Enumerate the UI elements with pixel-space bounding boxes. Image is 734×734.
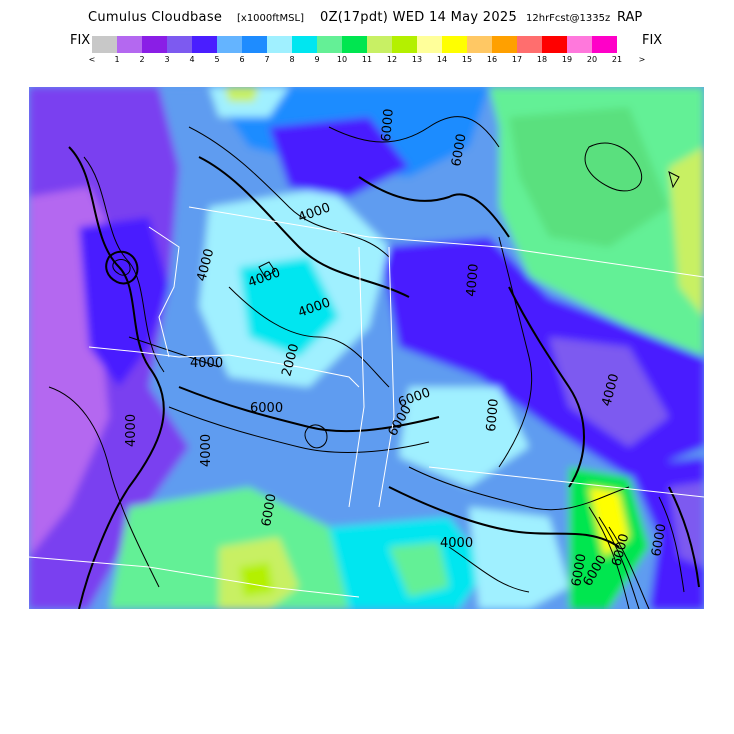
legend-swatch — [367, 36, 392, 53]
legend-tick: 4 — [189, 55, 195, 64]
contour-label: 4000 — [464, 263, 482, 297]
legend-tick: 1 — [114, 55, 120, 64]
legend-swatch — [242, 36, 267, 53]
cloudbase-map: 6000 4000 4000 4000 4000 2000 6000 4000 6000 4000… — [29, 87, 704, 609]
legend-tick: 5 — [214, 55, 220, 64]
legend-swatch — [492, 36, 517, 53]
legend-tick: > — [638, 55, 646, 64]
legend-tick: 9 — [314, 55, 320, 64]
title-forecast: 12hrFcst@1335z — [526, 13, 611, 24]
chart-title: Cumulus Cloudbase [x1000ftMSL] 0Z(17pdt)… — [0, 8, 734, 30]
legend-tick: 16 — [486, 55, 498, 64]
legend-tick: 12 — [386, 55, 398, 64]
legend-swatch — [342, 36, 367, 53]
color-legend: FIX FIX <1 2 3 4 5 6 7 8 9 10 11 12 13 14 15 16 17 18 19 20… — [0, 33, 734, 67]
title-main: Cumulus Cloudbase — [88, 10, 223, 25]
contour-label: 6000 — [649, 522, 670, 557]
legend-swatch — [167, 36, 192, 53]
legend-swatch — [417, 36, 442, 53]
contour-label: 6000 — [449, 132, 470, 167]
contour-label: 4000 — [124, 414, 139, 447]
map-svg: 6000400040004000400020006000400060004000… — [29, 87, 704, 609]
legend-tick: 18 — [536, 55, 548, 64]
title-valid-time: 0Z(17pdt) WED 14 May 2025 — [320, 10, 518, 25]
legend-tick: 19 — [561, 55, 573, 64]
legend-swatch — [517, 36, 542, 53]
legend-swatch — [542, 36, 567, 53]
legend-swatch — [292, 36, 317, 53]
legend-tick: 14 — [436, 55, 448, 64]
contour-label: 6000 — [250, 401, 283, 416]
legend-swatch — [592, 36, 617, 53]
legend-tick: 11 — [361, 55, 373, 64]
contour-label: 6000 — [569, 552, 590, 587]
legend-swatch — [117, 36, 142, 53]
legend-tick: < — [88, 55, 96, 64]
legend-swatch — [317, 36, 342, 53]
legend-tick: 13 — [411, 55, 423, 64]
legend-fix-right: FIX — [642, 33, 663, 48]
contour-label: 6000 — [259, 492, 280, 527]
legend-tick: 3 — [164, 55, 170, 64]
legend-swatches — [92, 36, 617, 53]
legend-swatch — [467, 36, 492, 53]
contour-lines — [48, 116, 700, 609]
legend-tick: 10 — [336, 55, 348, 64]
contour-label: 6000 — [379, 108, 397, 142]
legend-tick: 17 — [511, 55, 523, 64]
legend-tick: 21 — [611, 55, 623, 64]
legend-swatch — [217, 36, 242, 53]
legend-swatch — [267, 36, 292, 53]
legend-tick: 6 — [239, 55, 245, 64]
legend-tick: 2 — [139, 55, 145, 64]
legend-swatch — [92, 36, 117, 53]
contour-label: 6000 — [484, 398, 502, 432]
legend-fix-left: FIX — [70, 33, 91, 48]
contour-label: 4000 — [440, 536, 473, 551]
legend-tick: 20 — [586, 55, 598, 64]
title-units: [x1000ftMSL] — [237, 13, 304, 24]
contour-label: 4000 — [199, 434, 214, 467]
state-borders — [29, 206, 704, 598]
legend-swatch — [442, 36, 467, 53]
title-model: RAP — [617, 10, 643, 25]
legend-tick: 7 — [264, 55, 270, 64]
legend-swatch — [192, 36, 217, 53]
legend-ticks: <1 2 3 4 5 6 7 8 9 10 11 12 13 14 15 16 17 18 19 20 21 > — [88, 55, 646, 67]
legend-tick: 8 — [289, 55, 295, 64]
legend-swatch — [142, 36, 167, 53]
legend-swatch — [567, 36, 592, 53]
legend-tick: 15 — [461, 55, 473, 64]
legend-swatch — [392, 36, 417, 53]
contour-label: 4000 — [190, 356, 223, 371]
